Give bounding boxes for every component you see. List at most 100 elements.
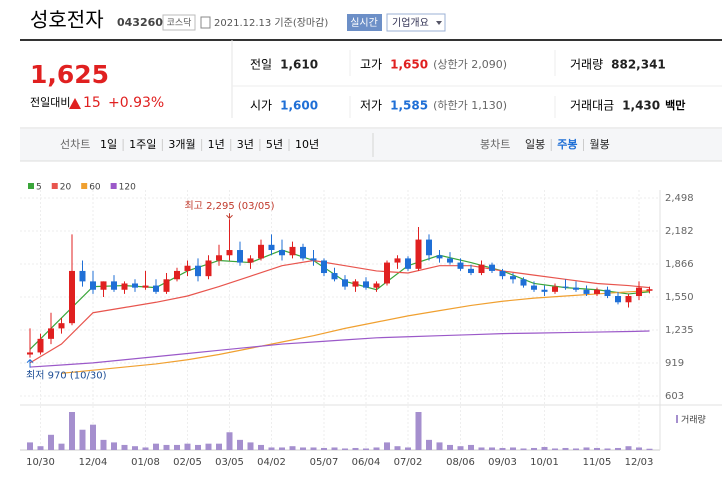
candle-body (562, 286, 569, 288)
volume-bar (142, 447, 149, 450)
volume-bar (121, 444, 128, 450)
candle-body (604, 289, 611, 297)
x-tick-label: 03/05 (215, 457, 244, 468)
calendar-icon (200, 16, 211, 29)
line-tab[interactable]: 1년 (208, 138, 225, 151)
volume-bar (58, 443, 65, 450)
candle-body (195, 265, 201, 277)
candle-body (90, 281, 96, 290)
x-tick-label: 04/02 (257, 457, 286, 468)
volume-bar (646, 448, 653, 450)
volume-bar (436, 442, 443, 450)
y-tick-label: 2,182 (665, 226, 694, 237)
candle-tab[interactable]: 월봉 (590, 138, 610, 151)
change: 15 (83, 95, 101, 111)
volume-bar (373, 447, 380, 450)
stat-label: 거래대금 (570, 99, 614, 113)
x-tick-label: 07/02 (394, 457, 423, 468)
volume-bar (394, 446, 401, 450)
volume-bar (405, 447, 411, 450)
candle-body (174, 270, 180, 280)
candle-body (142, 285, 149, 288)
candle-body (426, 239, 432, 256)
x-tick-label: 01/08 (131, 457, 160, 468)
stat-value: 1,610 (280, 58, 318, 72)
candle-body (552, 286, 558, 292)
stat-unit: 백만 (665, 98, 685, 112)
volume-bar (153, 443, 159, 450)
volume-bar (625, 446, 632, 450)
candle-body (226, 250, 233, 256)
candle-body (636, 287, 642, 297)
candle-body (331, 273, 338, 280)
volume-bar (174, 444, 180, 450)
stat-note: (하한가 1,130) (433, 98, 507, 112)
ma-line (29, 259, 650, 364)
volume-bar (352, 447, 359, 450)
volume-bar (163, 444, 170, 450)
candle-body (111, 281, 117, 290)
volume-bar (48, 434, 54, 450)
stat-value: 1,585 (390, 99, 428, 113)
ma-line (61, 290, 650, 374)
line-tab[interactable]: 1주일 (129, 137, 156, 151)
stat-label: 고가 (360, 58, 382, 72)
volume-bar (562, 447, 569, 450)
ma-line (29, 330, 650, 368)
candle-body (247, 258, 254, 263)
candle-body (279, 250, 285, 256)
candle-body (321, 260, 327, 274)
candle-body (615, 296, 621, 303)
candle-body (541, 289, 548, 292)
x-tick-label: 06/04 (352, 457, 381, 468)
candle-body (205, 260, 212, 277)
volume-bar (457, 446, 464, 450)
volume-legend-swatch (676, 415, 678, 423)
line-chart-label: 선차트 (60, 138, 90, 151)
volume-bar (342, 448, 348, 450)
volume-bar (520, 448, 527, 450)
change-label: 전일대비 (30, 95, 70, 109)
line-tab[interactable]: 3년 (237, 138, 254, 151)
high-note: 최고 2,295 (03/05) (184, 200, 274, 212)
stat-note: (상한가 2,090) (433, 58, 507, 71)
line-tab[interactable]: 10년 (295, 138, 319, 151)
line-tab[interactable]: 1일 (100, 137, 117, 151)
candle-body (583, 289, 590, 294)
company-name: 성호전자 (30, 8, 104, 32)
low-arrow (26, 358, 34, 368)
date: 2021.12.13 기준(장마감) (214, 17, 328, 29)
volume-bar (289, 446, 296, 450)
candle-tab[interactable]: 주봉 (557, 138, 577, 151)
overview-button[interactable] (386, 13, 446, 32)
candle-tab[interactable]: 일봉 (525, 137, 545, 151)
line-tab[interactable]: 5년 (266, 138, 283, 151)
volume-bar (37, 446, 44, 450)
line-tab[interactable]: 3개월 (168, 138, 195, 151)
candle-body (489, 264, 495, 271)
volume-bar (247, 442, 254, 450)
candle-body (447, 258, 453, 263)
volume-bar (426, 439, 432, 450)
stat-label: 저가 (360, 99, 382, 113)
volume-bar (132, 446, 138, 450)
volume-bar (184, 443, 191, 450)
volume-bar (594, 447, 600, 450)
volume-bar (195, 444, 201, 450)
overview[interactable]: 기업개요 (392, 16, 429, 29)
candle-body (384, 262, 390, 284)
x-tick-label: 08/06 (446, 457, 475, 468)
volume-bar (636, 447, 642, 450)
realtime[interactable]: 실시간 (350, 17, 378, 29)
realtime-button[interactable] (347, 14, 382, 31)
stat-label: 거래량 (570, 58, 603, 72)
volume-bar (321, 447, 327, 450)
candle-chart-label: 봉차트 (480, 138, 510, 151)
y-tick-label: 919 (665, 358, 684, 369)
candle-body (300, 246, 306, 259)
y-tick-label: 1,550 (665, 292, 694, 303)
volume-bar (499, 447, 506, 450)
x-tick-label: 10/30 (26, 457, 55, 468)
volume-bar (415, 412, 422, 450)
